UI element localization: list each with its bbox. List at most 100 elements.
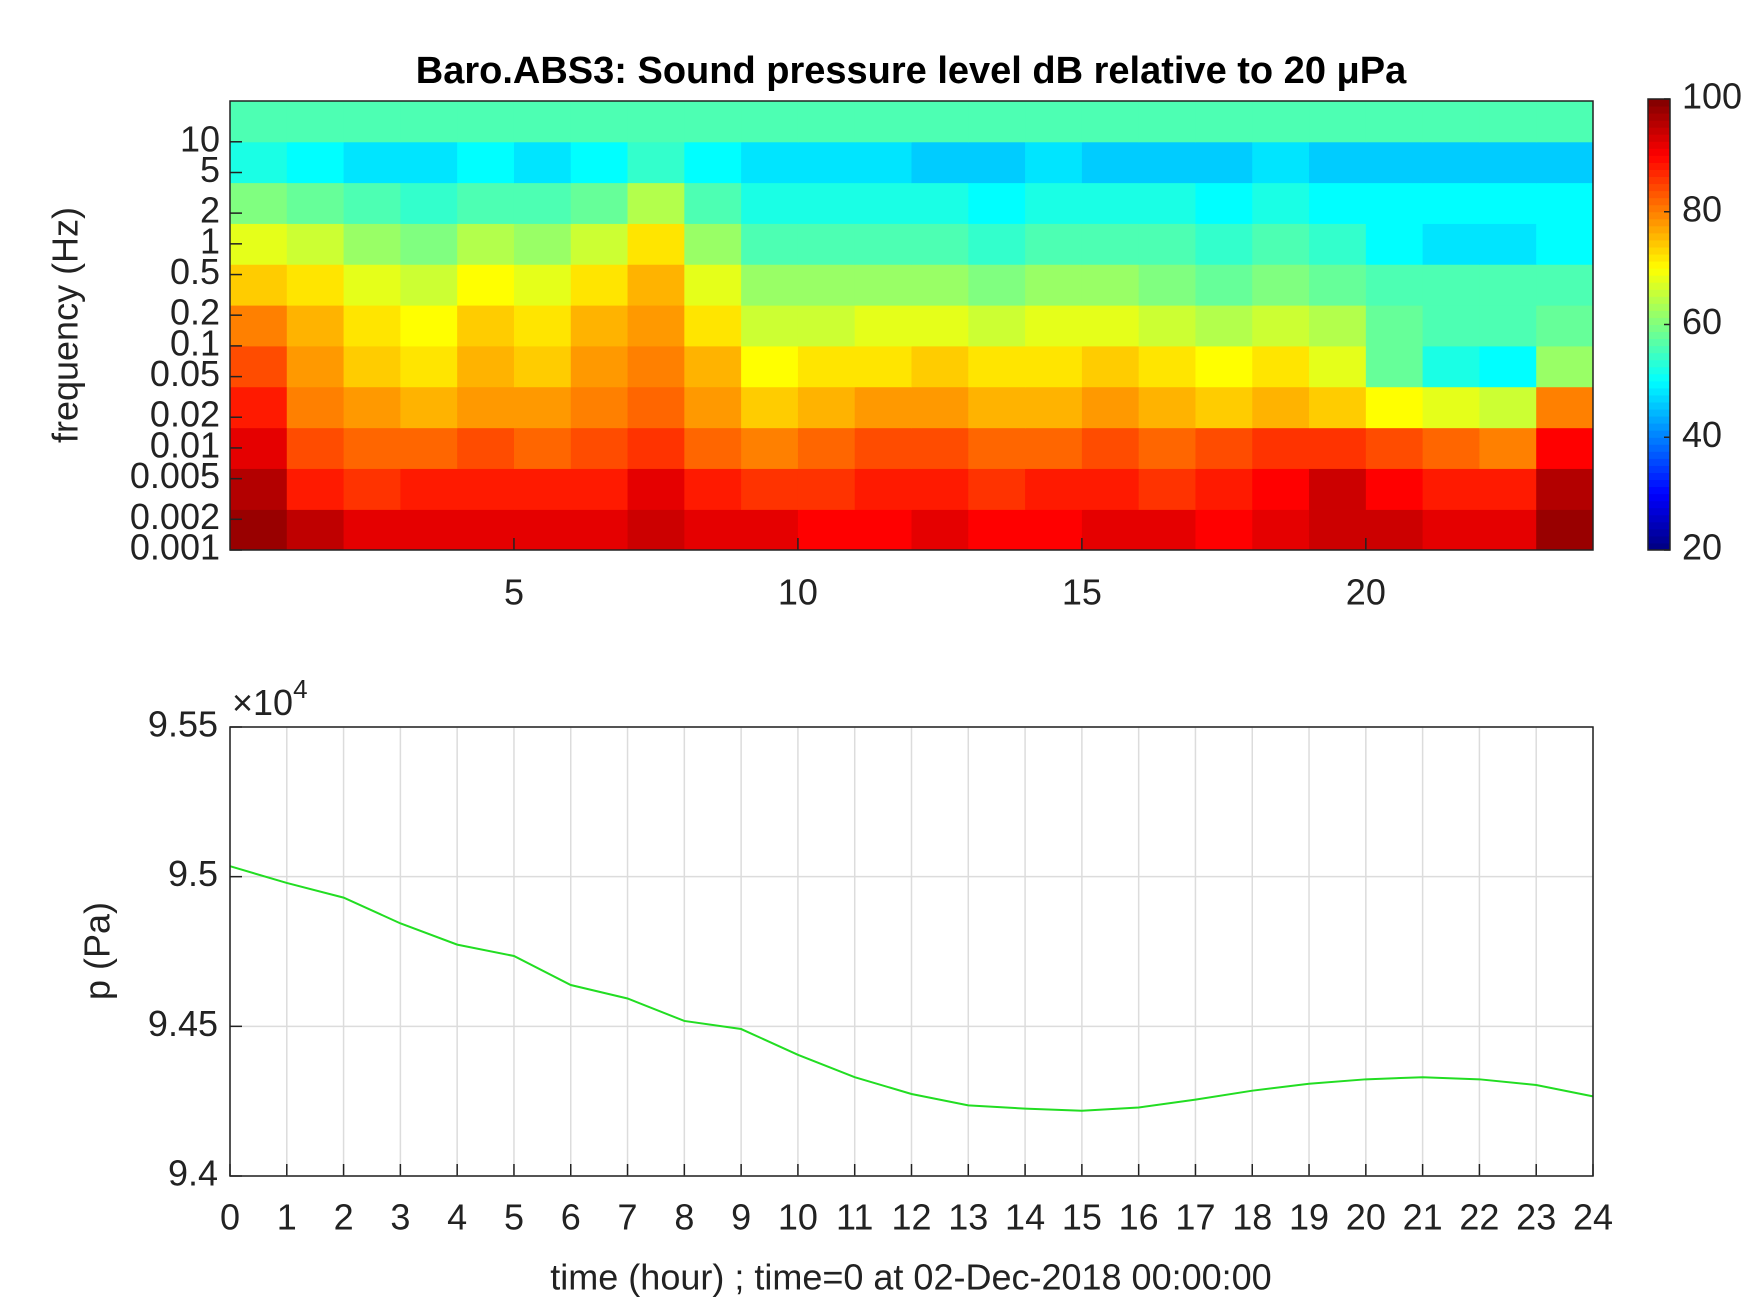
colorbar-tick-label: 40 xyxy=(1682,414,1722,455)
heatmap-cell xyxy=(1252,264,1310,306)
heatmap-cell xyxy=(1081,101,1140,143)
x-axis-label: time (hour) ; time=0 at 02-Dec-2018 00:0… xyxy=(550,1257,1271,1298)
line xyxy=(229,865,1594,1112)
heatmap-cell xyxy=(1365,264,1424,306)
y-tick-label: 0.005 xyxy=(130,455,220,496)
heatmap-cell xyxy=(627,345,685,388)
y-tick-label: 0.05 xyxy=(150,353,220,394)
heatmap-cell xyxy=(1422,345,1480,388)
heatmap-cell xyxy=(854,223,912,265)
colorbar-segment xyxy=(1648,296,1670,304)
colorbar-segment xyxy=(1648,521,1670,530)
heatmap-cell xyxy=(1081,386,1140,429)
heatmap-cell xyxy=(1081,264,1140,306)
heatmap-cell xyxy=(1195,509,1253,551)
heatmap-cell xyxy=(1138,468,1196,510)
heatmap-cell xyxy=(1479,264,1537,306)
heatmap-cell xyxy=(797,264,856,306)
heatmap-cell xyxy=(1195,264,1253,306)
heatmap-cell xyxy=(513,223,572,265)
x-tick-label: 16 xyxy=(1119,1197,1159,1238)
colorbar-segment xyxy=(1648,169,1670,178)
y-tick-label: 9.55 xyxy=(148,704,218,745)
heatmap-cell xyxy=(1309,223,1367,265)
x-tick-label: 10 xyxy=(778,572,818,613)
heatmap-cell xyxy=(1309,468,1367,510)
heatmap-cell xyxy=(1422,141,1480,184)
x-tick-label: 3 xyxy=(390,1197,410,1238)
colorbar-segment xyxy=(1648,134,1670,142)
heatmap-cell xyxy=(513,305,572,347)
heatmap-cell xyxy=(457,509,515,551)
heatmap-cell xyxy=(343,427,401,469)
heatmap-cell xyxy=(911,468,969,510)
heatmap-cell xyxy=(1195,468,1253,510)
heatmap-cell xyxy=(797,223,856,265)
heatmap-cell xyxy=(627,182,685,224)
heatmap-cell xyxy=(1536,264,1594,306)
colorbar-tick-label: 100 xyxy=(1682,76,1742,117)
heatmap-cell xyxy=(1422,223,1480,265)
heatmap-cell xyxy=(513,141,572,184)
y-tick-label: 9.45 xyxy=(148,1003,218,1044)
heatmap-cell xyxy=(1081,509,1140,551)
heatmap-cell xyxy=(400,509,458,551)
heatmap-cell xyxy=(286,264,345,306)
heatmap-cell xyxy=(1479,427,1537,469)
x-tick-label: 4 xyxy=(447,1197,467,1238)
heatmap-cell xyxy=(797,468,856,510)
heatmap-cell xyxy=(1309,509,1367,551)
heatmap-cell xyxy=(1252,509,1310,551)
heatmap-cell xyxy=(1309,345,1367,388)
heatmap-cell xyxy=(911,427,969,469)
heatmap-cell xyxy=(1479,345,1537,388)
x-tick-label: 20 xyxy=(1346,1197,1386,1238)
heatmap-cell xyxy=(1025,223,1083,265)
heatmap-cell xyxy=(1081,427,1140,469)
heatmap-cell xyxy=(627,468,685,510)
colorbar-segment xyxy=(1648,106,1670,114)
heatmap-cell xyxy=(1252,345,1310,388)
x-tick-label: 6 xyxy=(561,1197,581,1238)
y-tick-label: 0.001 xyxy=(130,527,220,568)
heatmap-cell xyxy=(684,182,742,224)
heatmap-cell xyxy=(968,182,1026,224)
heatmap-cell xyxy=(1195,182,1253,224)
x-tick-label: 15 xyxy=(1062,1197,1102,1238)
heatmap-cell xyxy=(741,386,799,429)
heatmap-cell xyxy=(627,101,685,143)
heatmap-cell xyxy=(513,345,572,388)
colorbar-tick-label: 80 xyxy=(1682,188,1722,229)
heatmap-cell xyxy=(627,223,685,265)
heatmap-cell xyxy=(343,264,401,306)
heatmap-cell xyxy=(1081,345,1140,388)
heatmap-cell xyxy=(1422,305,1480,347)
heatmap-cell xyxy=(457,141,515,184)
exponent-base: ×10 xyxy=(232,682,293,723)
heatmap-cell xyxy=(1365,141,1424,184)
colorbar-tick-label: 20 xyxy=(1682,527,1722,568)
heatmap-cell xyxy=(1536,223,1594,265)
heatmap-cell xyxy=(684,141,742,184)
heatmap-cell xyxy=(1195,345,1253,388)
heatmap-cell xyxy=(1025,427,1083,469)
heatmap-cell xyxy=(1536,345,1594,388)
heatmap-cell xyxy=(1025,509,1083,551)
heatmap-cell xyxy=(968,305,1026,347)
heatmap-cell xyxy=(570,509,629,551)
x-tick-label: 12 xyxy=(891,1197,931,1238)
colorbar-segment xyxy=(1648,465,1670,473)
y-tick-label: 2 xyxy=(200,190,220,231)
colorbar-tick-label: 60 xyxy=(1682,301,1722,342)
heatmap-cell xyxy=(230,305,288,347)
axes-box xyxy=(229,726,1594,1177)
colorbar-segment xyxy=(1648,472,1670,481)
x-tick-label: 23 xyxy=(1516,1197,1556,1238)
heatmap-cell xyxy=(797,141,856,184)
heatmap-cell xyxy=(286,386,345,429)
x-tick-label: 22 xyxy=(1459,1197,1499,1238)
x-tick-label: 5 xyxy=(504,572,524,613)
heatmap-cell xyxy=(1195,386,1253,429)
x-tick-label: 21 xyxy=(1403,1197,1443,1238)
